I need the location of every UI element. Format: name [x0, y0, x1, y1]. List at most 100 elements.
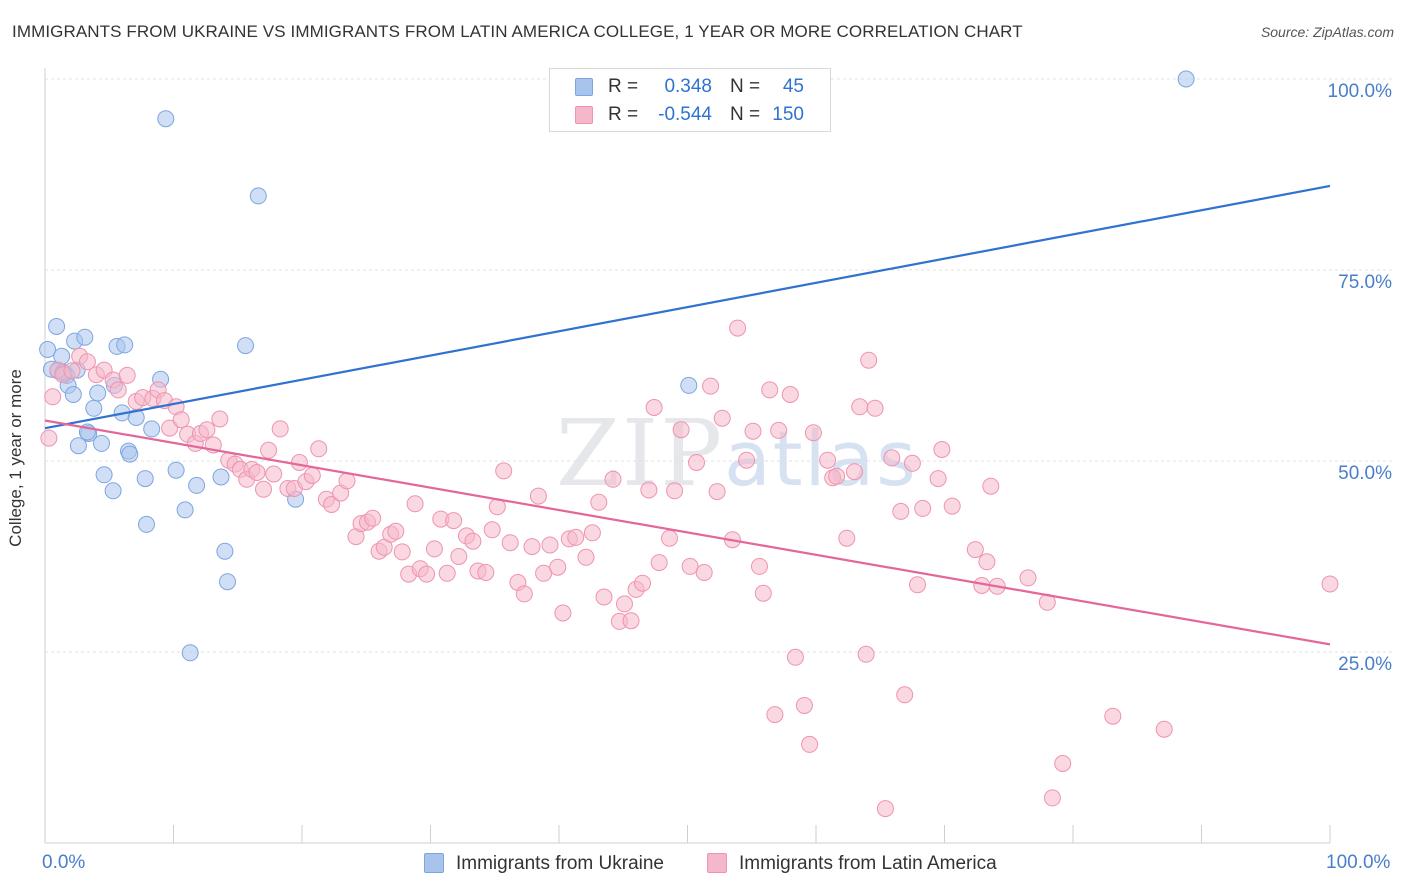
latin-america-point: [640, 481, 658, 499]
ukraine-point: [104, 482, 122, 500]
latin-america-point: [695, 564, 713, 581]
ukraine-point: [48, 318, 66, 335]
latin-america-point: [744, 422, 762, 440]
latin-america-point: [1043, 789, 1061, 807]
latin-america-point: [982, 477, 1000, 495]
latin-america-point: [523, 538, 541, 556]
latin-america-point: [857, 645, 875, 663]
latin-america-point: [271, 420, 289, 438]
latin-america-point: [387, 522, 405, 540]
latin-america-point: [738, 451, 756, 469]
ukraine-point: [69, 437, 87, 455]
data-points: [39, 70, 1339, 818]
legend-label: Immigrants from Ukraine: [456, 853, 664, 874]
ukraine-point: [116, 336, 134, 354]
latin-america-point: [323, 496, 341, 513]
ukraine-point: [136, 470, 154, 488]
latin-america-point: [713, 409, 731, 427]
latin-america-point: [770, 421, 788, 439]
latin-america-point: [464, 532, 482, 550]
x-tick-label-max: 100.0%: [1326, 852, 1391, 873]
latin-america-point: [634, 574, 651, 592]
latin-america-point: [161, 419, 179, 437]
latin-america-point: [406, 495, 424, 513]
ukraine-point: [212, 468, 230, 486]
gridlines: [45, 78, 1392, 653]
latin-america-point: [978, 553, 996, 571]
latin-america-point: [616, 595, 633, 613]
legend-swatch: [707, 853, 727, 873]
latin-america-point: [1019, 569, 1037, 587]
latin-america-point: [892, 502, 910, 520]
latin-america-point: [303, 467, 321, 484]
r-label: R =: [608, 76, 639, 97]
latin-america-point: [364, 509, 382, 527]
y-axis-label: College, 1 year or more: [6, 369, 25, 547]
latin-america-point: [896, 686, 914, 704]
latin-america-point: [1155, 720, 1173, 738]
latin-america-point: [838, 529, 856, 547]
latin-america-point: [883, 449, 901, 467]
latin-america-point: [1321, 575, 1339, 593]
latin-america-point: [966, 541, 984, 559]
latin-america-point: [495, 462, 513, 480]
latin-america-point: [681, 557, 699, 575]
latin-america-point: [40, 429, 58, 447]
ukraine-point: [680, 376, 698, 394]
ukraine-point: [219, 573, 236, 591]
latin-america-point: [846, 463, 863, 481]
ukraine-point: [157, 110, 175, 128]
latin-america-point: [78, 353, 96, 371]
n-label: N =: [730, 104, 761, 125]
latin-america-point: [929, 470, 947, 488]
latin-america-point: [860, 351, 878, 369]
latin-america-point: [549, 558, 567, 576]
ukraine-trend-line: [44, 184, 1331, 430]
ukraine-point: [89, 384, 107, 402]
chart-title: IMMIGRANTS FROM UKRAINE VS IMMIGRANTS FR…: [12, 22, 1023, 41]
latin-america-point: [903, 454, 921, 472]
latin-america-point: [418, 565, 436, 583]
legend-swatch-latin-america: [575, 106, 593, 124]
latin-america-point: [290, 454, 308, 471]
latin-america-point: [265, 465, 283, 483]
latin-america-point: [914, 499, 932, 517]
ukraine-point: [85, 399, 103, 417]
latin-america-point: [1104, 707, 1122, 725]
latin-america-point: [535, 564, 553, 582]
latin-america-point: [702, 377, 720, 395]
latin-america-point: [393, 543, 411, 561]
latin-america-point: [583, 524, 601, 542]
ukraine-point: [64, 386, 82, 403]
latin-america-point: [754, 584, 772, 602]
ukraine-point: [167, 461, 185, 479]
latin-america-point: [666, 482, 684, 500]
latin-america-point: [310, 440, 328, 458]
latin-america-point: [450, 548, 468, 565]
latin-america-point: [445, 512, 463, 530]
r-label: R =: [608, 104, 639, 125]
latin-america-point: [729, 319, 747, 337]
n-value: 150: [772, 104, 804, 125]
ukraine-point: [39, 341, 57, 358]
latin-america-point: [529, 487, 547, 505]
latin-america-point: [44, 388, 62, 406]
latin-america-point: [255, 480, 272, 498]
source-credit: Source: ZipAtlas.com: [1260, 24, 1394, 40]
latin-america-point: [645, 399, 663, 416]
latin-america-point: [109, 381, 127, 399]
watermark-zip: ZIP: [556, 400, 725, 507]
latin-america-point: [804, 424, 822, 442]
latin-america-point: [501, 534, 519, 552]
ukraine-point: [121, 445, 139, 463]
latin-america-point: [828, 467, 846, 485]
latin-america-point: [438, 564, 456, 582]
latin-america-point: [63, 362, 81, 380]
latin-america-point: [554, 604, 572, 622]
latin-america-point: [590, 493, 608, 511]
latin-america-point: [943, 497, 961, 515]
ukraine-point: [216, 542, 234, 560]
ukraine-point: [181, 644, 199, 662]
legend-swatch-ukraine: [575, 78, 593, 96]
